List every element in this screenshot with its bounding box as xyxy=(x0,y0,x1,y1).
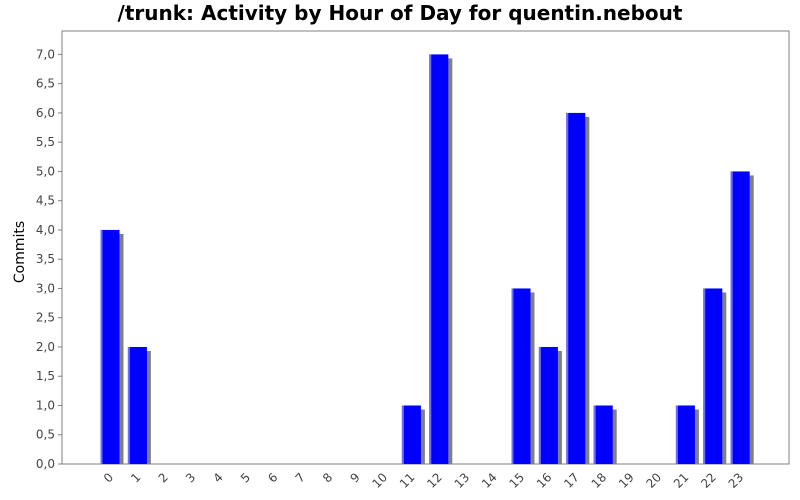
x-tick-label: 15 xyxy=(506,470,527,491)
x-tick-label: 7 xyxy=(293,470,308,485)
x-tick-label: 4 xyxy=(210,470,225,485)
bar-highlight xyxy=(429,54,432,465)
y-tick-label: 4,5 xyxy=(36,194,55,208)
bar-highlight xyxy=(593,405,596,464)
x-tick-label: 9 xyxy=(347,470,362,485)
y-tick-label: 3,0 xyxy=(36,281,55,295)
x-tick-label: 10 xyxy=(369,470,390,491)
x-tick-label: 20 xyxy=(643,470,664,491)
bar xyxy=(593,405,613,464)
y-tick-label: 5,0 xyxy=(36,164,55,178)
x-tick-label: 21 xyxy=(671,470,692,491)
x-tick-label: 5 xyxy=(238,470,253,485)
y-tick-label: 2,0 xyxy=(36,340,55,354)
bar-highlight xyxy=(127,346,130,464)
x-tick-label: 2 xyxy=(156,470,171,485)
bar xyxy=(703,288,723,464)
bar xyxy=(100,229,120,464)
bars xyxy=(100,54,754,465)
y-tick-label: 0,5 xyxy=(36,428,55,442)
bar-highlight xyxy=(401,405,404,464)
x-tick-label: 3 xyxy=(183,470,198,485)
bar xyxy=(429,54,449,465)
x-tick-label: 0 xyxy=(101,470,116,485)
bar-highlight xyxy=(730,171,733,464)
bar-highlight xyxy=(511,288,514,464)
bar xyxy=(401,405,421,464)
bar xyxy=(511,288,531,464)
x-axis: 0 1 2 3 4 5 6 7 8 9 10 11 12 13 14 15 16 17 18 19 20 21 22 23 xyxy=(101,470,747,491)
x-tick-label: 17 xyxy=(561,470,582,491)
y-tick-label: 0,0 xyxy=(36,457,55,471)
plot-area xyxy=(61,30,790,465)
y-tick-label: 6,5 xyxy=(36,77,55,91)
y-tick-label: 1,0 xyxy=(36,398,55,412)
x-tick-label: 18 xyxy=(589,470,610,491)
bar-highlight xyxy=(703,288,706,464)
bar-highlight xyxy=(538,346,541,464)
y-tick-label: 2,5 xyxy=(36,311,55,325)
bar-highlight xyxy=(675,405,678,464)
chart-title: /trunk: Activity by Hour of Day for quen… xyxy=(118,1,683,25)
x-tick-label: 11 xyxy=(397,470,418,491)
x-tick-label: 13 xyxy=(452,470,473,491)
bar xyxy=(127,346,147,464)
x-tick-label: 22 xyxy=(698,470,719,491)
bar-highlight xyxy=(100,229,103,464)
x-tick-label: 1 xyxy=(128,470,143,485)
y-axis: 0,0 0,5 1,0 1,5 2,0 2,5 3,0 3,5 4,0 4,5 5,0 5,5 6,0 6… xyxy=(36,47,62,471)
bar xyxy=(538,346,558,464)
bar-highlight xyxy=(566,112,569,465)
x-tick-label: 19 xyxy=(616,470,637,491)
y-tick-label: 5,5 xyxy=(36,135,55,149)
x-tick-label: 14 xyxy=(479,470,500,491)
x-tick-label: 6 xyxy=(265,470,280,485)
bar xyxy=(730,171,750,464)
x-tick-label: 23 xyxy=(726,470,747,491)
y-tick-label: 1,5 xyxy=(36,369,55,383)
x-tick-label: 8 xyxy=(320,470,335,485)
y-tick-label: 4,0 xyxy=(36,223,55,237)
bar xyxy=(675,405,695,464)
y-tick-label: 7,0 xyxy=(36,47,55,61)
x-tick-label: 16 xyxy=(534,470,555,491)
y-tick-label: 3,5 xyxy=(36,252,55,266)
x-tick-label: 12 xyxy=(424,470,445,491)
y-axis-label: Commits xyxy=(12,221,28,283)
bar xyxy=(566,112,586,465)
y-tick-label: 6,0 xyxy=(36,106,55,120)
